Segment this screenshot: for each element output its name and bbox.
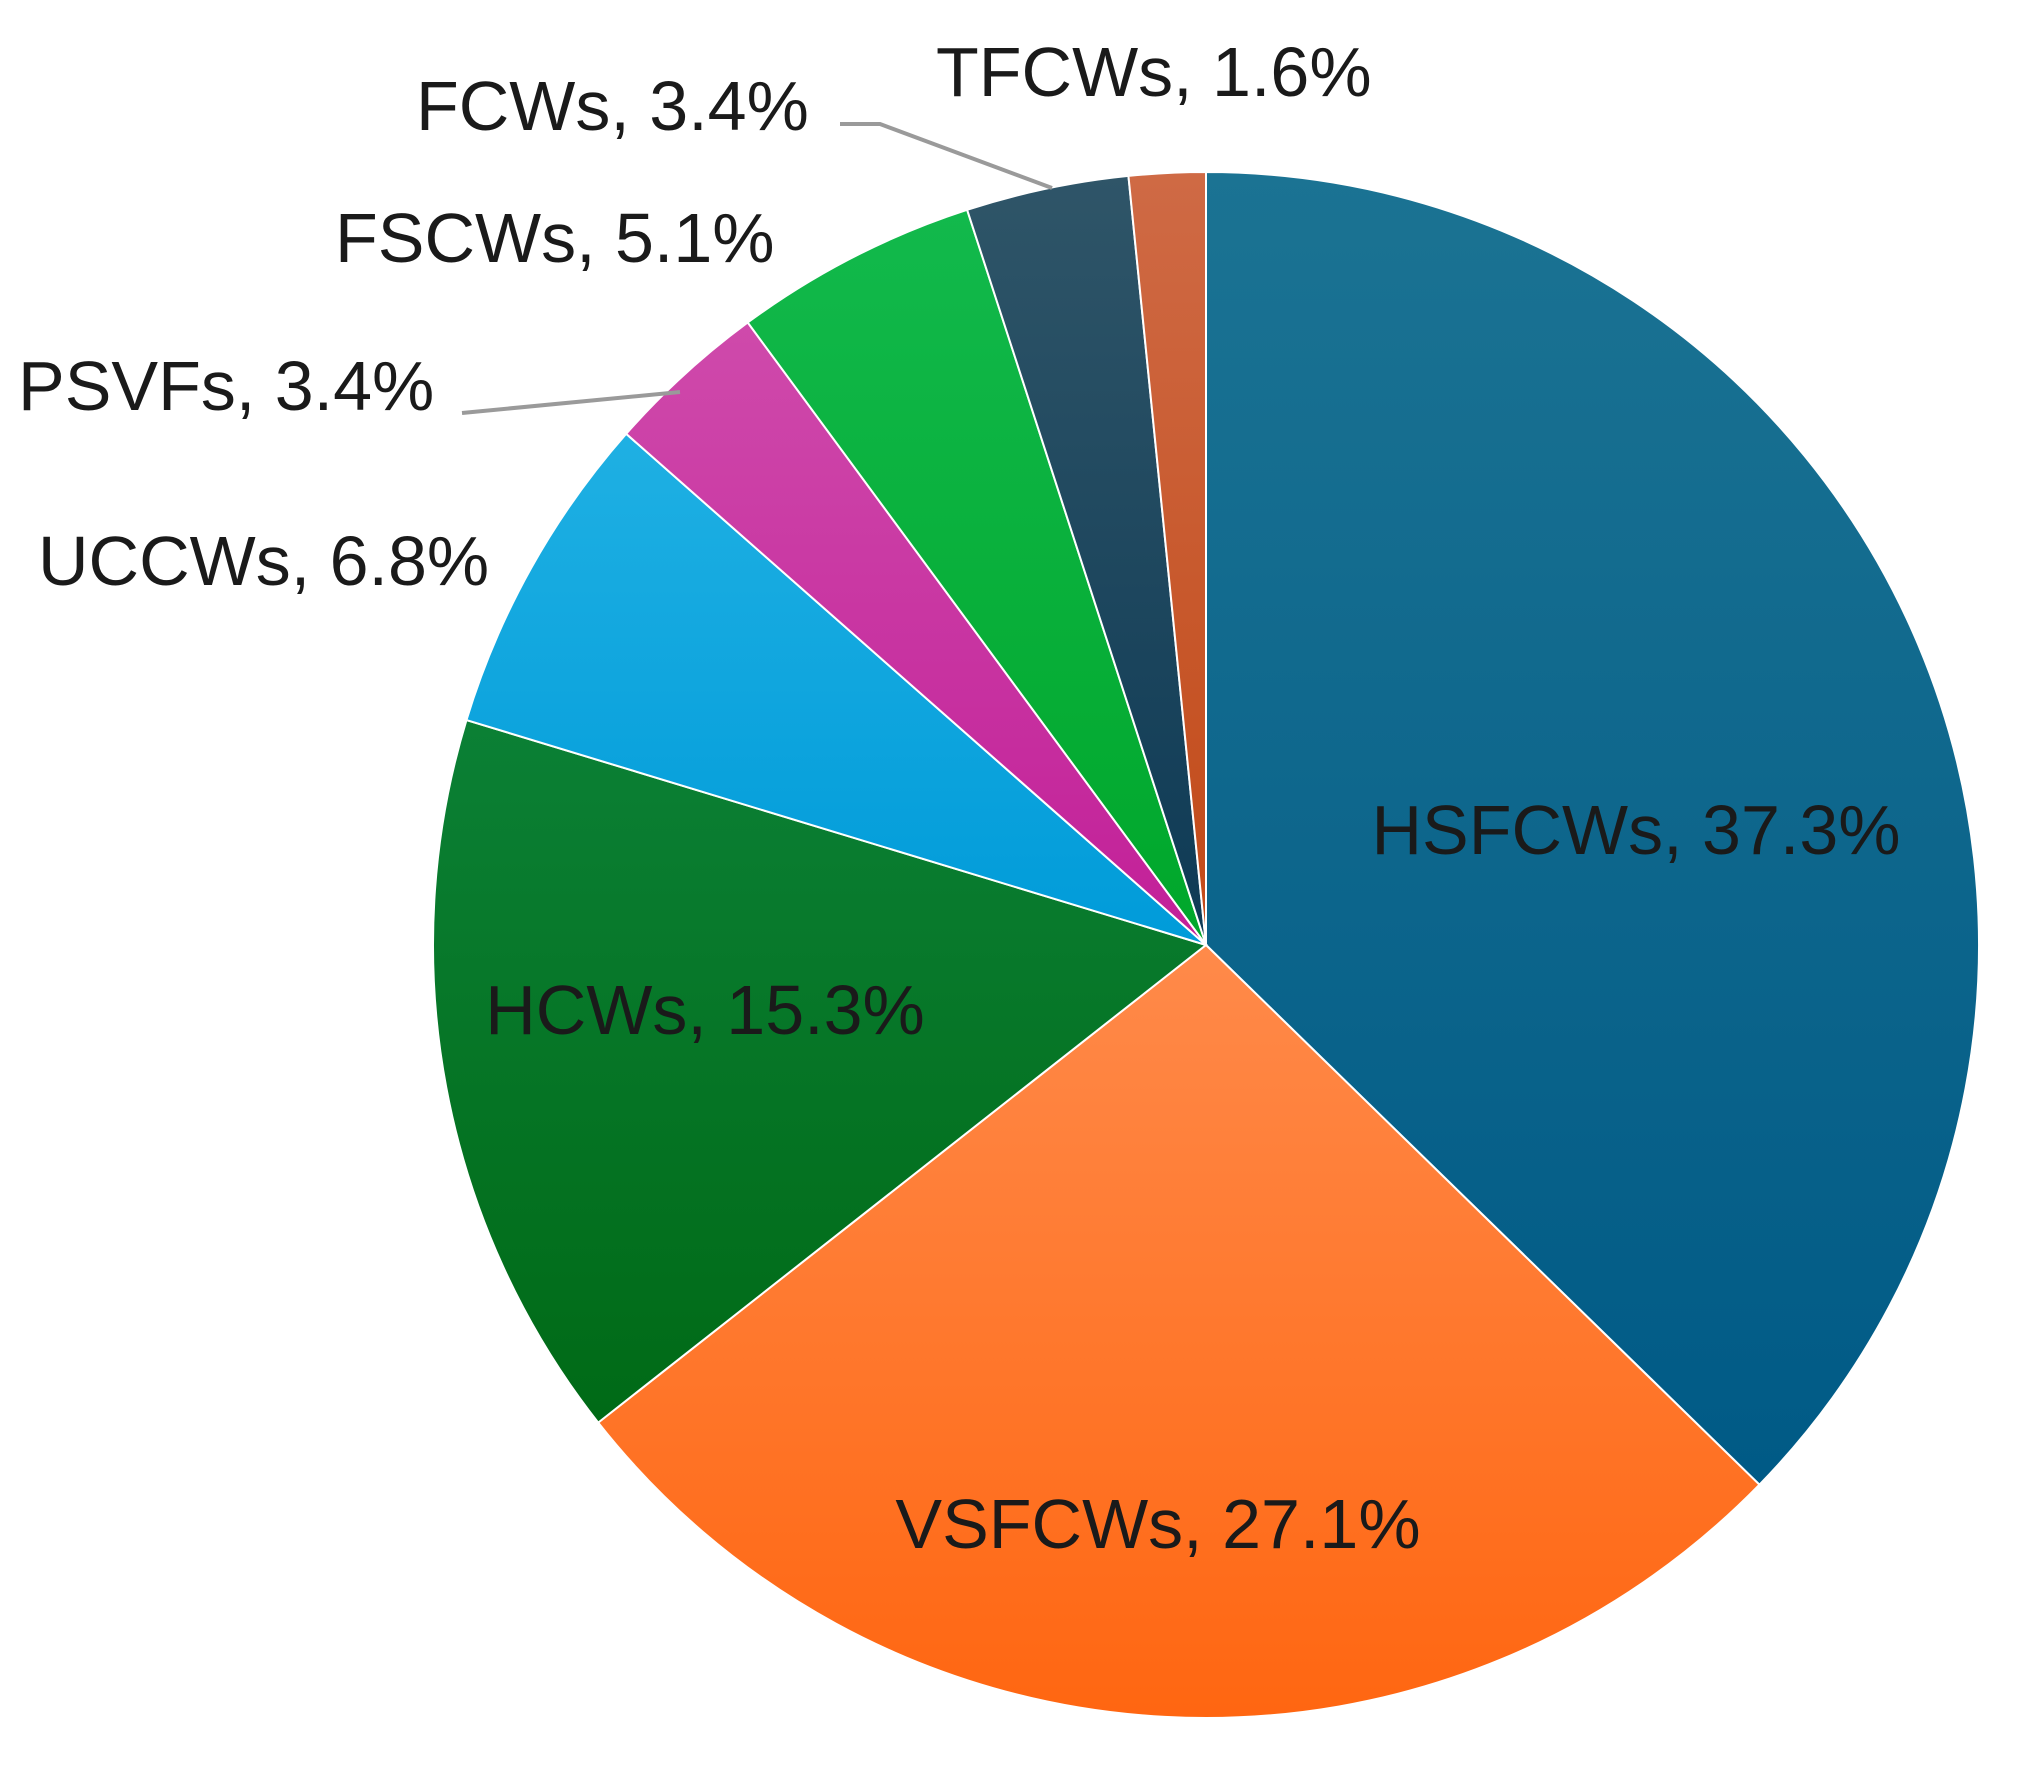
label-fscws: FSCWs, 5.1% (335, 199, 775, 277)
label-tfcws: TFCWs, 1.6% (936, 33, 1372, 111)
label-vsfcws: VSFCWs, 27.1% (895, 1485, 1420, 1563)
leader-line-fcws (840, 122, 1053, 190)
label-psvfs: PSVFs, 3.4% (18, 347, 434, 425)
pie-slice-fscws (746, 208, 1207, 946)
leader-lines (461, 122, 1053, 415)
label-uccws: UCCWs, 6.8% (38, 522, 489, 600)
pie-slice-hsfcws (1205, 170, 1980, 1487)
pie-slice-hcws (432, 718, 1209, 1425)
label-fcws: FCWs, 3.4% (416, 67, 809, 145)
slice-labels: HSFCWs, 37.3% VSFCWs, 27.1% HCWs, 15.3% … (18, 33, 1901, 1563)
pie-slice-vsfcws (596, 943, 1761, 1719)
pie-slice-tfcws (1127, 170, 1207, 946)
pie-slices (432, 170, 1980, 1719)
leader-line-psvfs (461, 390, 681, 415)
label-hcws: HCWs, 15.3% (485, 971, 925, 1049)
label-hsfcws: HSFCWs, 37.3% (1372, 791, 1901, 869)
pie-slice-uccws (465, 432, 1207, 946)
